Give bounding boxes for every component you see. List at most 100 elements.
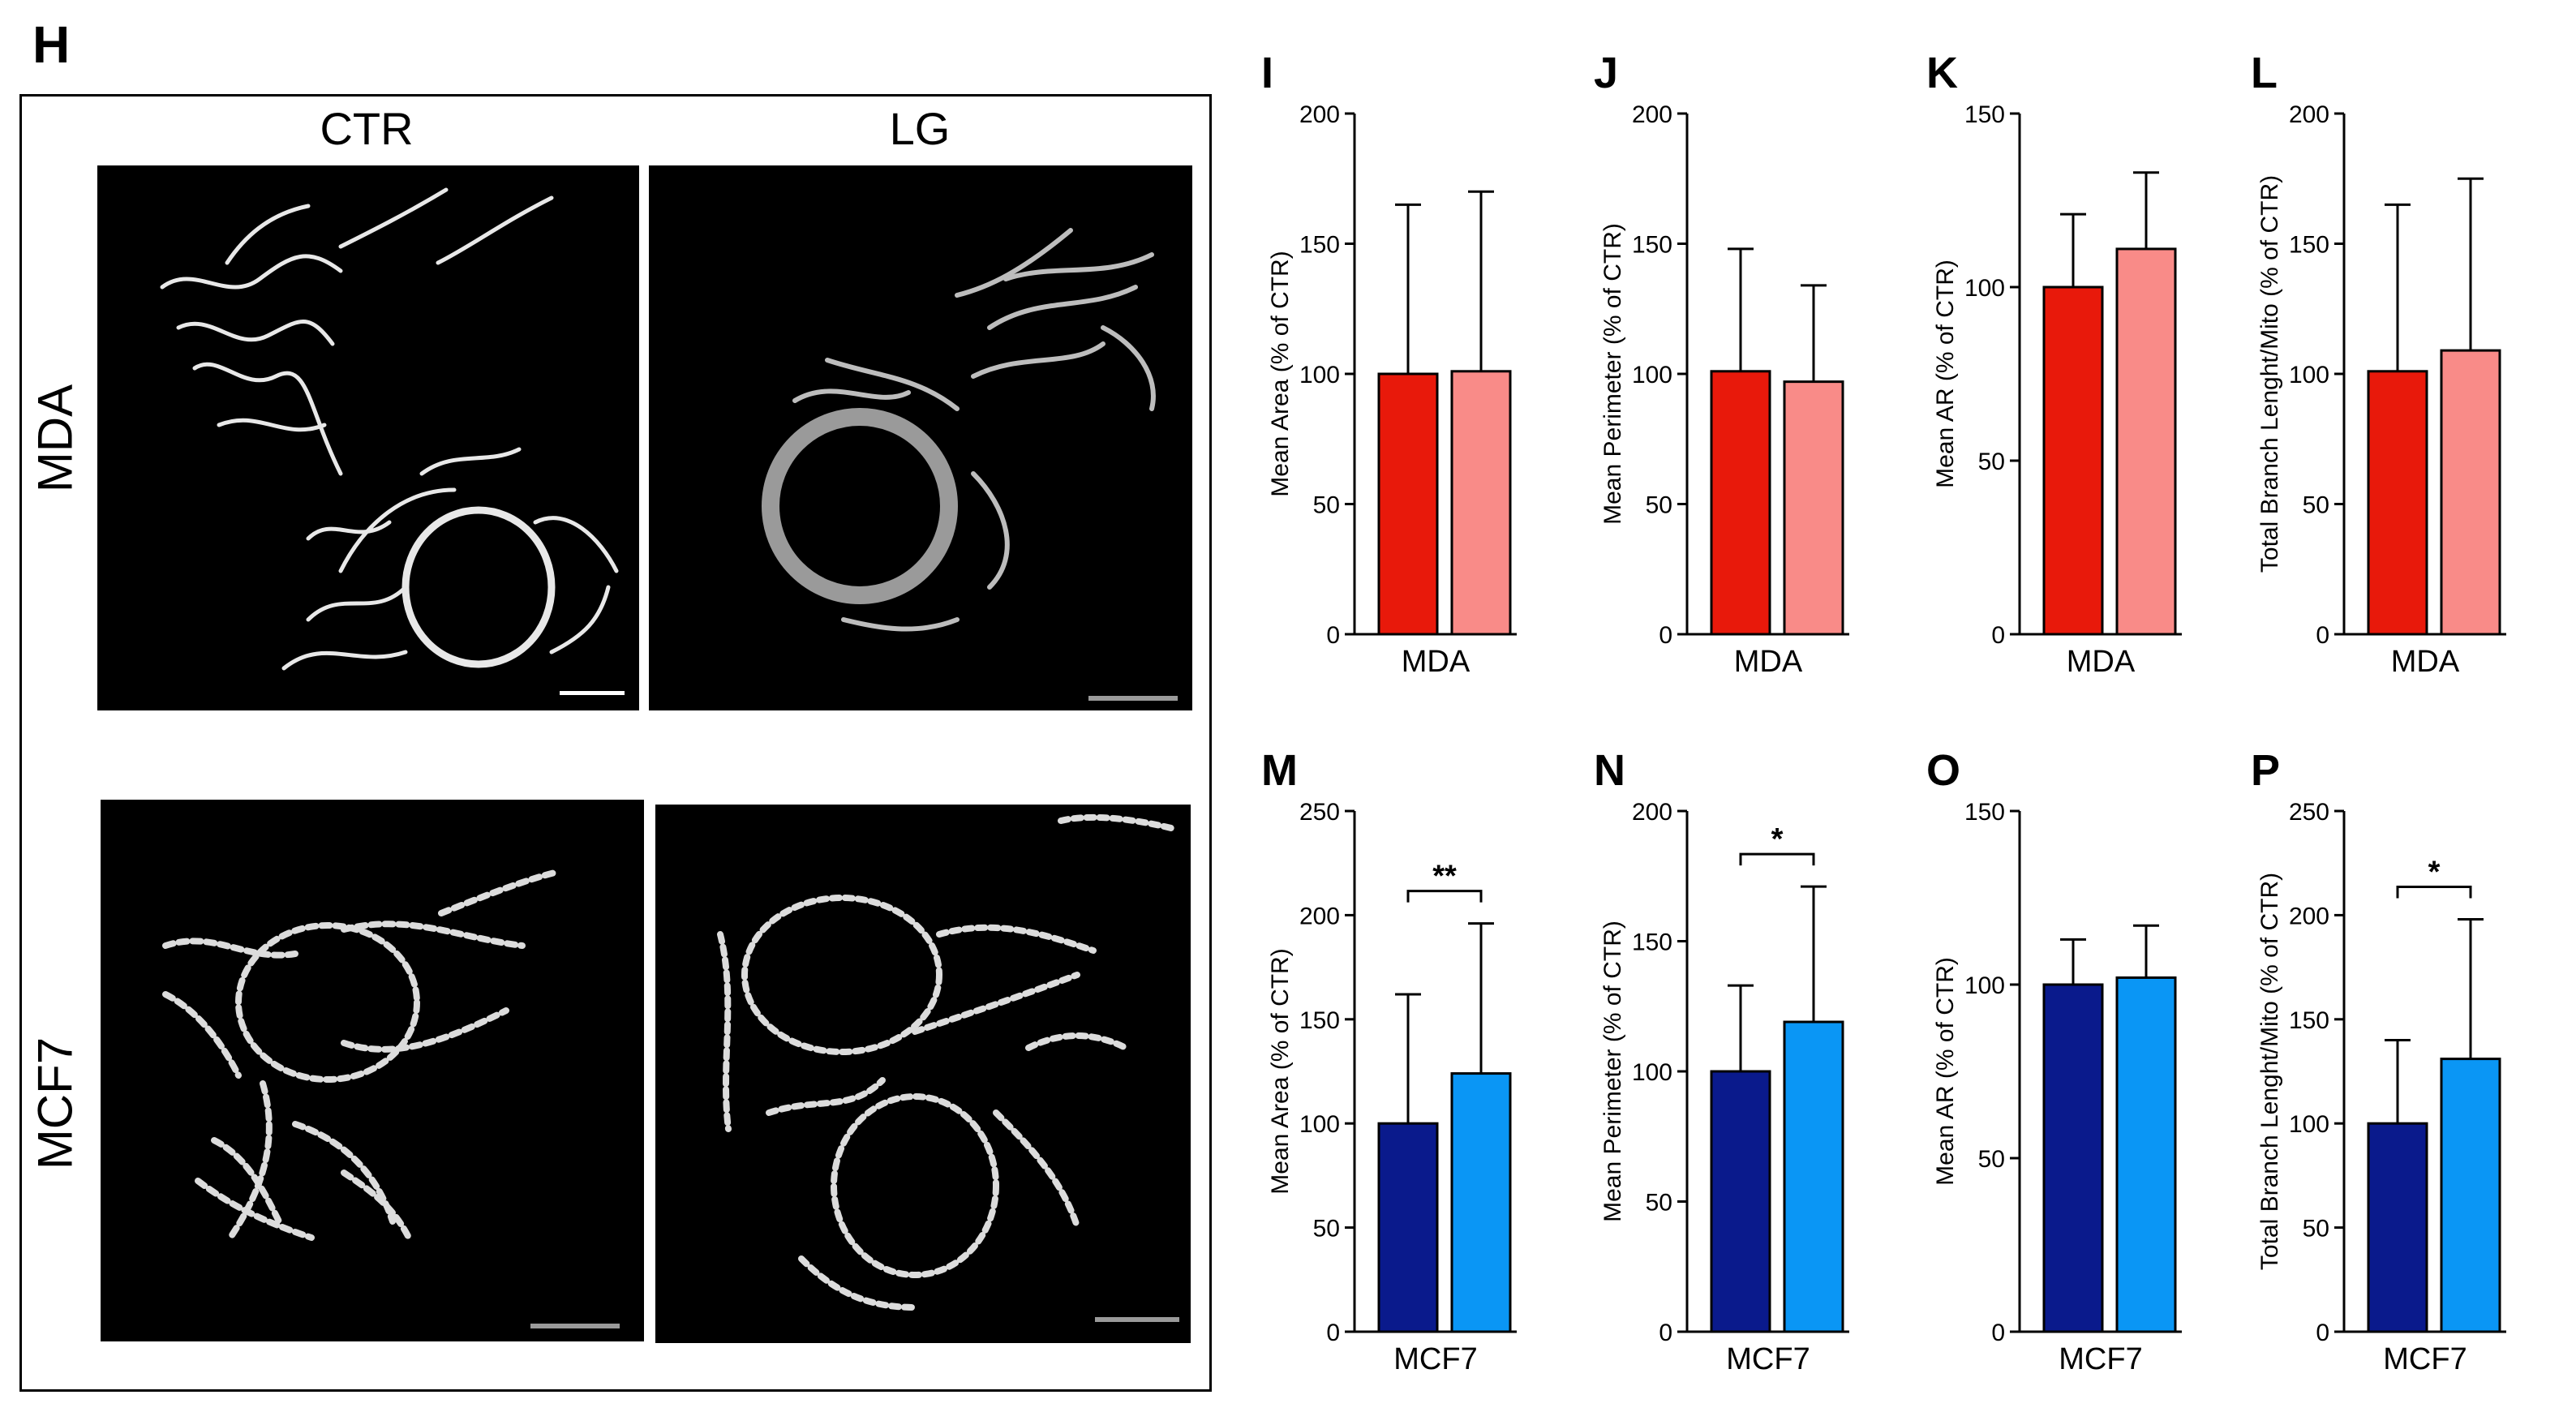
bar [1783,380,1844,636]
significance-label: * [2428,856,2441,890]
y-axis-label: Mean Area (% of CTR) [1267,948,1294,1194]
bar [1377,372,1439,636]
bar [2115,247,2177,636]
y-tick-label: 250 [1299,799,1340,826]
bar [2042,285,2104,636]
y-axis-label: Mean Perimeter (% of CTR) [1599,223,1626,525]
mitochondria-network-icon [160,187,625,695]
chart-svg: I 0 50 100 150 200 Mean Area (% of CTR) MDA [1261,49,1517,679]
panel-letter: M [1261,746,1298,795]
y-tick-label: 150 [1964,101,2005,128]
y-tick-label: 0 [1326,622,1340,649]
y-tick-label: 150 [1632,929,1672,956]
chart-panel-m: M 0 50 100 150 200 250 Mean Area (% of CTR) MCF7… [1249,746,1574,1395]
chart-svg: L 0 50 100 150 200 Total Branch Lenght/Mito (%… [2251,49,2506,679]
x-axis-label: MCF7 [1726,1342,1810,1376]
mitochondria-network-icon [762,228,1178,701]
bar [1450,370,1512,636]
chart-panel-n: N 0 50 100 150 200 Mean Perimeter (% of CTR) MC… [1582,746,1906,1395]
significance-label: * [1771,822,1784,856]
y-axis-label: Mean AR (% of CTR) [1932,260,1959,488]
y-tick-label: 200 [1632,799,1672,826]
panel-letter: P [2251,746,2280,795]
y-tick-label: 100 [2289,362,2329,388]
chart-panel-l: L 0 50 100 150 200 Total Branch Lenght/Mito (%… [2239,49,2563,697]
y-axis-label: Mean Area (% of CTR) [1267,251,1294,496]
bar [2440,349,2501,636]
y-tick-label: 0 [1326,1320,1340,1346]
y-tick-label: 150 [1299,1007,1340,1034]
x-axis-label: MCF7 [2059,1342,2142,1376]
column-label-lg: LG [889,103,951,154]
x-axis-label: MCF7 [1393,1342,1477,1376]
y-tick-label: 50 [2303,1216,2329,1242]
mitochondria-network-icon [162,869,620,1328]
y-axis-label: Total Branch Lenght/Mito (% of CTR) [2256,175,2283,573]
bar [2367,370,2428,636]
panel-letter-h: H [32,15,71,74]
y-tick-label: 0 [1991,1320,2005,1346]
chart-svg: J 0 50 100 150 200 Mean Perimeter (% of CTR) MD… [1594,49,1849,679]
y-tick-label: 150 [2289,1007,2329,1034]
x-axis-label: MDA [2067,645,2136,679]
y-tick-label: 50 [1313,492,1340,519]
y-tick-label: 100 [1299,1111,1340,1138]
y-axis-label: Mean AR (% of CTR) [1932,957,1959,1186]
x-axis-label: MDA [1734,645,1803,679]
bar [1783,1020,1844,1333]
y-axis-label: Total Branch Lenght/Mito (% of CTR) [2256,873,2283,1270]
y-tick-label: 50 [1646,492,1672,519]
x-axis-label: MDA [2391,645,2460,679]
chart-panel-i: I 0 50 100 150 200 Mean Area (% of CTR) MDA [1249,49,1574,697]
chart-svg: M 0 50 100 150 200 250 Mean Area (% of CTR) MCF7… [1261,746,1517,1376]
y-tick-label: 100 [1632,362,1672,388]
panel-letter: J [1594,49,1618,97]
y-tick-label: 150 [2289,232,2329,259]
bar [2367,1122,2428,1333]
y-tick-label: 100 [1964,275,2005,302]
bar [1450,1072,1512,1333]
row-label-mcf7: MCF7 [28,1036,83,1170]
y-tick-label: 200 [2289,903,2329,929]
y-tick-label: 0 [1659,622,1672,649]
y-tick-label: 50 [1313,1216,1340,1242]
panel-letter: N [1594,746,1625,795]
panel-letter: K [1926,49,1958,97]
y-tick-label: 0 [1659,1320,1672,1346]
panel-letter: I [1261,49,1273,97]
bar [2440,1058,2501,1333]
y-tick-label: 0 [2316,622,2329,649]
bar [1710,1070,1771,1333]
micrograph-frame [19,94,1212,1392]
significance-bracket [2396,886,2472,899]
y-tick-label: 200 [1299,903,1340,929]
chart-panel-o: O 0 50 100 150 Mean AR (% of CTR) MCF7 [1914,746,2239,1395]
y-tick-label: 50 [1978,448,2005,475]
y-tick-label: 100 [1299,362,1340,388]
significance-label: ** [1432,860,1457,894]
y-tick-label: 100 [1632,1059,1672,1086]
y-tick-label: 150 [1964,799,2005,826]
y-tick-label: 50 [2303,492,2329,519]
y-axis-label: Mean Perimeter (% of CTR) [1599,921,1626,1222]
chart-svg: N 0 50 100 150 200 Mean Perimeter (% of CTR) MC… [1594,746,1849,1376]
y-tick-label: 0 [2316,1320,2329,1346]
y-tick-label: 0 [1991,622,2005,649]
chart-panel-p: P 0 50 100 150 200 250 Total Branch Lenght/Mito… [2239,746,2563,1395]
significance-bracket [1739,852,1815,866]
chart-svg: P 0 50 100 150 200 250 Total Branch Lenght/Mito… [2251,746,2506,1376]
chart-panel-j: J 0 50 100 150 200 Mean Perimeter (% of CTR) MD… [1582,49,1906,697]
micrograph-mda-ctr [97,165,639,710]
bar [1377,1122,1439,1333]
y-tick-label: 200 [1299,101,1340,128]
y-tick-label: 50 [1978,1146,2005,1173]
y-tick-label: 50 [1646,1190,1672,1217]
y-tick-label: 100 [2289,1111,2329,1138]
y-tick-label: 100 [1964,972,2005,999]
x-axis-label: MCF7 [2383,1342,2467,1376]
bar [2042,983,2104,1333]
y-tick-label: 200 [2289,101,2329,128]
bar [2115,976,2177,1333]
y-tick-label: 250 [2289,799,2329,826]
panel-letter: O [1926,746,1960,795]
